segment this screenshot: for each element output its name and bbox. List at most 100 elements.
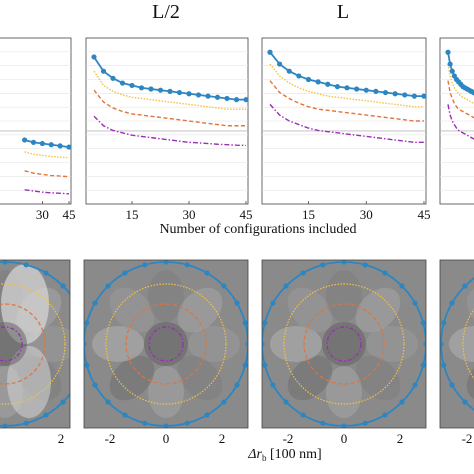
data-point	[100, 68, 107, 74]
data-point	[233, 97, 240, 103]
x-tick-label: 0	[163, 431, 170, 446]
data-point	[48, 142, 54, 148]
contour-marker	[300, 270, 306, 276]
contour-marker	[122, 412, 128, 418]
data-point	[449, 68, 455, 74]
x-tick-label: 2	[58, 431, 65, 446]
panel-frame	[439, 259, 474, 429]
series-line	[93, 115, 247, 147]
data-point	[334, 84, 340, 90]
contour-marker	[43, 270, 49, 276]
shade-patch	[177, 287, 223, 333]
contour-marker	[283, 399, 289, 405]
data-point	[138, 85, 145, 91]
contour-marker	[382, 412, 388, 418]
data-point	[267, 49, 273, 55]
column-title-l: L	[337, 1, 349, 23]
heatmap-content	[440, 260, 474, 428]
contour-marker	[84, 362, 90, 368]
data-point	[392, 91, 398, 97]
top-x-axis-label: Number of configurations included	[159, 222, 356, 237]
data-point	[57, 143, 63, 149]
column-title-l-half: L/2	[152, 1, 180, 23]
shade-patch	[148, 270, 184, 322]
contour-marker	[2, 423, 8, 428]
bottom-x-axis-label-sub: b	[262, 453, 267, 463]
contour-marker	[23, 420, 29, 426]
contour-marker	[262, 362, 268, 368]
contour-marker	[84, 341, 87, 347]
shade-patch	[148, 366, 184, 418]
shade-patch	[144, 322, 188, 366]
data-point	[363, 87, 369, 93]
series-line	[269, 80, 424, 122]
data-point	[344, 85, 350, 91]
contour-marker	[142, 420, 148, 426]
contour-marker	[270, 382, 276, 388]
shade-patch	[109, 355, 155, 401]
data-point	[305, 76, 312, 83]
contour-marker	[362, 420, 368, 426]
data-point	[157, 87, 164, 93]
series-line	[269, 103, 424, 144]
contour-marker	[184, 420, 190, 426]
panel-frame	[83, 259, 249, 429]
heatmap-content	[0, 260, 70, 428]
shade-patch	[355, 355, 401, 401]
contour-marker	[341, 423, 347, 428]
series-line	[24, 170, 70, 178]
data-point	[214, 94, 221, 100]
top-row-panels: 30 45 15 30 45 15 30 45	[0, 37, 474, 222]
data-point	[110, 75, 116, 81]
bottom-x-axis-label-main: Δr	[247, 447, 262, 462]
data-point	[129, 82, 135, 89]
contour-marker	[382, 270, 388, 276]
data-point	[296, 73, 302, 79]
heatmap-content	[262, 260, 426, 428]
x-tick-label: 45	[63, 207, 76, 222]
line-panel-1: 15 30 45	[85, 37, 253, 222]
contour-marker	[262, 341, 265, 347]
x-tick-label: 45	[418, 207, 431, 222]
x-tick-label: 0	[341, 431, 348, 446]
data-point	[186, 91, 192, 97]
contour-marker	[242, 362, 248, 368]
contour-marker	[300, 412, 306, 418]
contour-marker	[242, 320, 248, 326]
heatmap-panel-1: -2 0 2	[83, 259, 249, 446]
data-point	[373, 88, 379, 94]
x-tick-label: 30	[360, 207, 373, 222]
shade-patch	[326, 270, 362, 322]
shade-patch	[449, 326, 474, 362]
series-line	[93, 89, 246, 127]
line-panel-2: 15 30 45	[261, 37, 431, 222]
shade-patch	[0, 322, 27, 366]
contour-ring	[0, 326, 23, 362]
heatmap-panel-3: -2	[439, 259, 474, 446]
x-tick-label: 15	[302, 207, 315, 222]
data-point	[176, 89, 183, 96]
x-tick-label: 2	[397, 431, 404, 446]
contour-marker	[320, 262, 326, 268]
data-point	[243, 97, 249, 103]
contour-marker	[142, 262, 148, 268]
x-tick-label: 45	[240, 207, 253, 222]
contour-marker	[2, 260, 8, 265]
contour-marker	[122, 270, 128, 276]
data-point	[91, 54, 97, 60]
series-line	[447, 80, 474, 119]
contour-marker	[60, 283, 66, 289]
data-point	[30, 139, 37, 145]
contour-marker	[420, 362, 426, 368]
x-tick-label: 30	[36, 207, 49, 222]
contour-marker	[262, 320, 268, 326]
contour-marker	[234, 382, 240, 388]
series-line	[24, 189, 70, 195]
contour-marker	[184, 262, 190, 268]
panel-frame	[0, 259, 71, 429]
contour-marker	[441, 362, 447, 368]
contour-marker	[204, 412, 210, 418]
contour-ring	[326, 326, 362, 362]
shade-patch	[177, 355, 223, 401]
x-tick-label: -2	[283, 431, 294, 446]
